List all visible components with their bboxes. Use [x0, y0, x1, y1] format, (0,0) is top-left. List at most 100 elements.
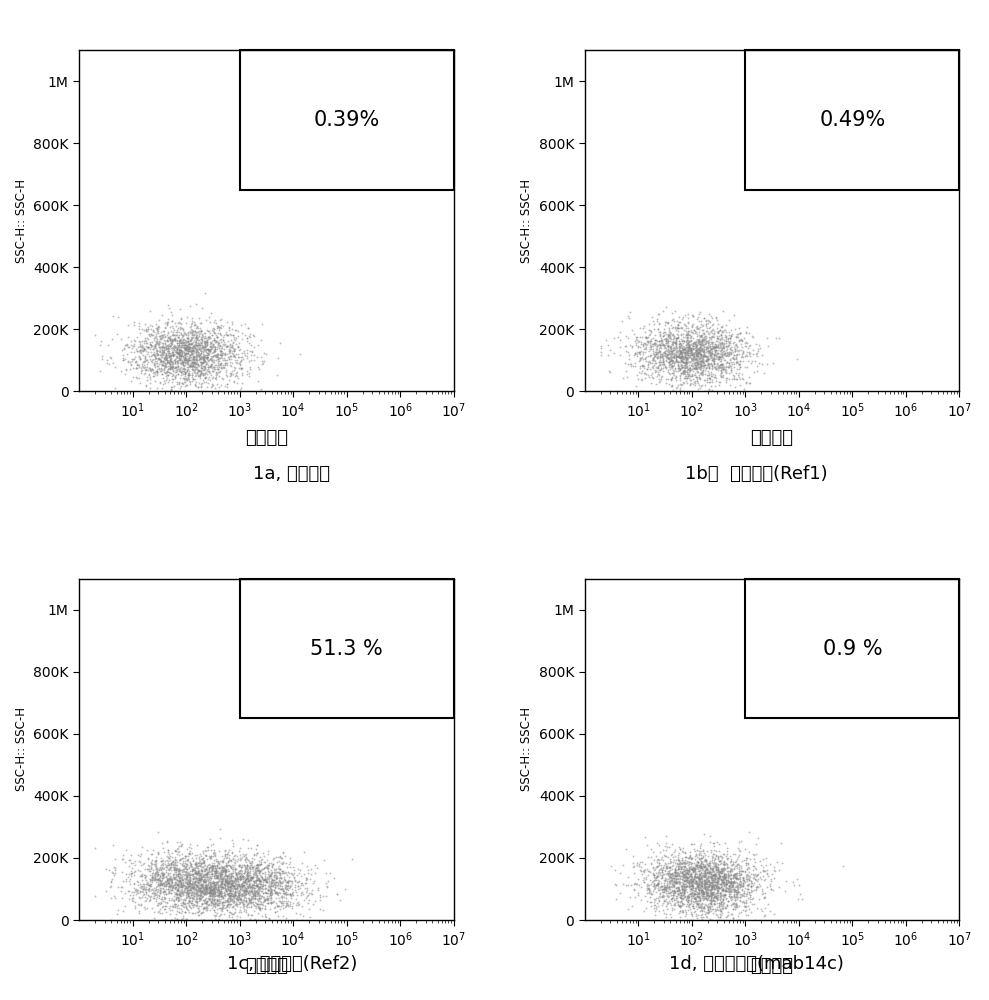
Point: [696, 878, 712, 894]
Point: [257, 880, 273, 896]
Point: [732, 325, 748, 341]
Point: [681, 877, 697, 893]
Point: [244, 876, 260, 892]
Point: [239, 348, 255, 364]
Point: [703, 869, 719, 885]
Point: [695, 888, 711, 904]
Point: [242, 859, 258, 875]
Point: [229, 880, 245, 896]
Point: [198, 356, 214, 372]
Point: [676, 873, 692, 889]
Point: [199, 848, 215, 864]
Point: [139, 850, 155, 866]
Point: [280, 893, 296, 909]
Point: [190, 881, 206, 897]
Point: [689, 351, 705, 367]
Point: [671, 861, 686, 877]
Point: [184, 876, 200, 892]
Point: [159, 317, 175, 333]
Point: [692, 890, 708, 906]
Point: [677, 370, 693, 386]
Point: [191, 363, 207, 379]
Point: [200, 337, 216, 353]
Point: [220, 333, 235, 349]
Point: [722, 358, 738, 374]
Point: [197, 874, 213, 890]
Point: [157, 874, 173, 890]
Point: [176, 347, 192, 363]
Point: [221, 875, 236, 891]
Point: [694, 882, 710, 898]
Point: [200, 897, 216, 913]
Point: [202, 888, 218, 904]
Point: [683, 345, 699, 361]
Point: [684, 349, 700, 365]
Point: [218, 356, 233, 372]
Point: [708, 361, 724, 377]
Point: [166, 893, 182, 909]
Point: [177, 364, 193, 380]
Point: [750, 343, 765, 359]
Point: [651, 374, 667, 390]
Point: [704, 870, 720, 886]
Point: [718, 876, 734, 892]
Point: [717, 882, 733, 898]
Point: [693, 884, 709, 900]
Point: [194, 855, 210, 871]
Point: [217, 871, 232, 887]
Point: [115, 851, 131, 867]
Point: [179, 869, 195, 885]
Point: [661, 329, 676, 345]
Point: [195, 355, 211, 371]
Point: [191, 887, 207, 903]
Point: [157, 333, 173, 349]
Point: [700, 904, 716, 920]
Point: [292, 873, 308, 889]
Point: [223, 893, 238, 909]
Point: [179, 352, 195, 368]
Point: [251, 899, 267, 915]
Point: [219, 357, 234, 373]
Point: [210, 868, 225, 884]
Point: [266, 850, 282, 866]
Point: [181, 904, 197, 920]
Point: [170, 883, 186, 899]
Point: [709, 338, 725, 354]
Point: [143, 869, 159, 885]
Point: [136, 365, 152, 381]
Point: [162, 335, 178, 351]
Point: [208, 865, 224, 881]
Point: [163, 340, 179, 356]
Point: [171, 904, 187, 920]
Point: [187, 876, 203, 892]
Point: [706, 347, 722, 363]
Point: [715, 891, 731, 907]
Point: [213, 866, 228, 882]
Point: [741, 340, 757, 356]
Point: [146, 856, 162, 872]
Point: [678, 349, 694, 365]
Point: [700, 332, 716, 348]
Point: [179, 355, 195, 371]
Point: [223, 853, 238, 869]
Point: [665, 362, 680, 378]
Point: [739, 319, 755, 335]
Point: [157, 883, 173, 899]
Point: [647, 332, 663, 348]
Point: [705, 355, 721, 371]
Point: [203, 379, 219, 395]
Point: [216, 371, 231, 387]
Point: [241, 892, 257, 908]
Point: [181, 874, 197, 890]
Point: [198, 861, 214, 877]
Point: [681, 349, 697, 365]
Point: [290, 894, 306, 910]
Point: [647, 346, 663, 362]
Point: [137, 333, 153, 349]
Point: [181, 860, 197, 876]
Point: [171, 347, 187, 363]
Point: [705, 867, 721, 883]
Point: [712, 888, 728, 904]
Point: [639, 329, 655, 345]
Point: [125, 351, 140, 367]
